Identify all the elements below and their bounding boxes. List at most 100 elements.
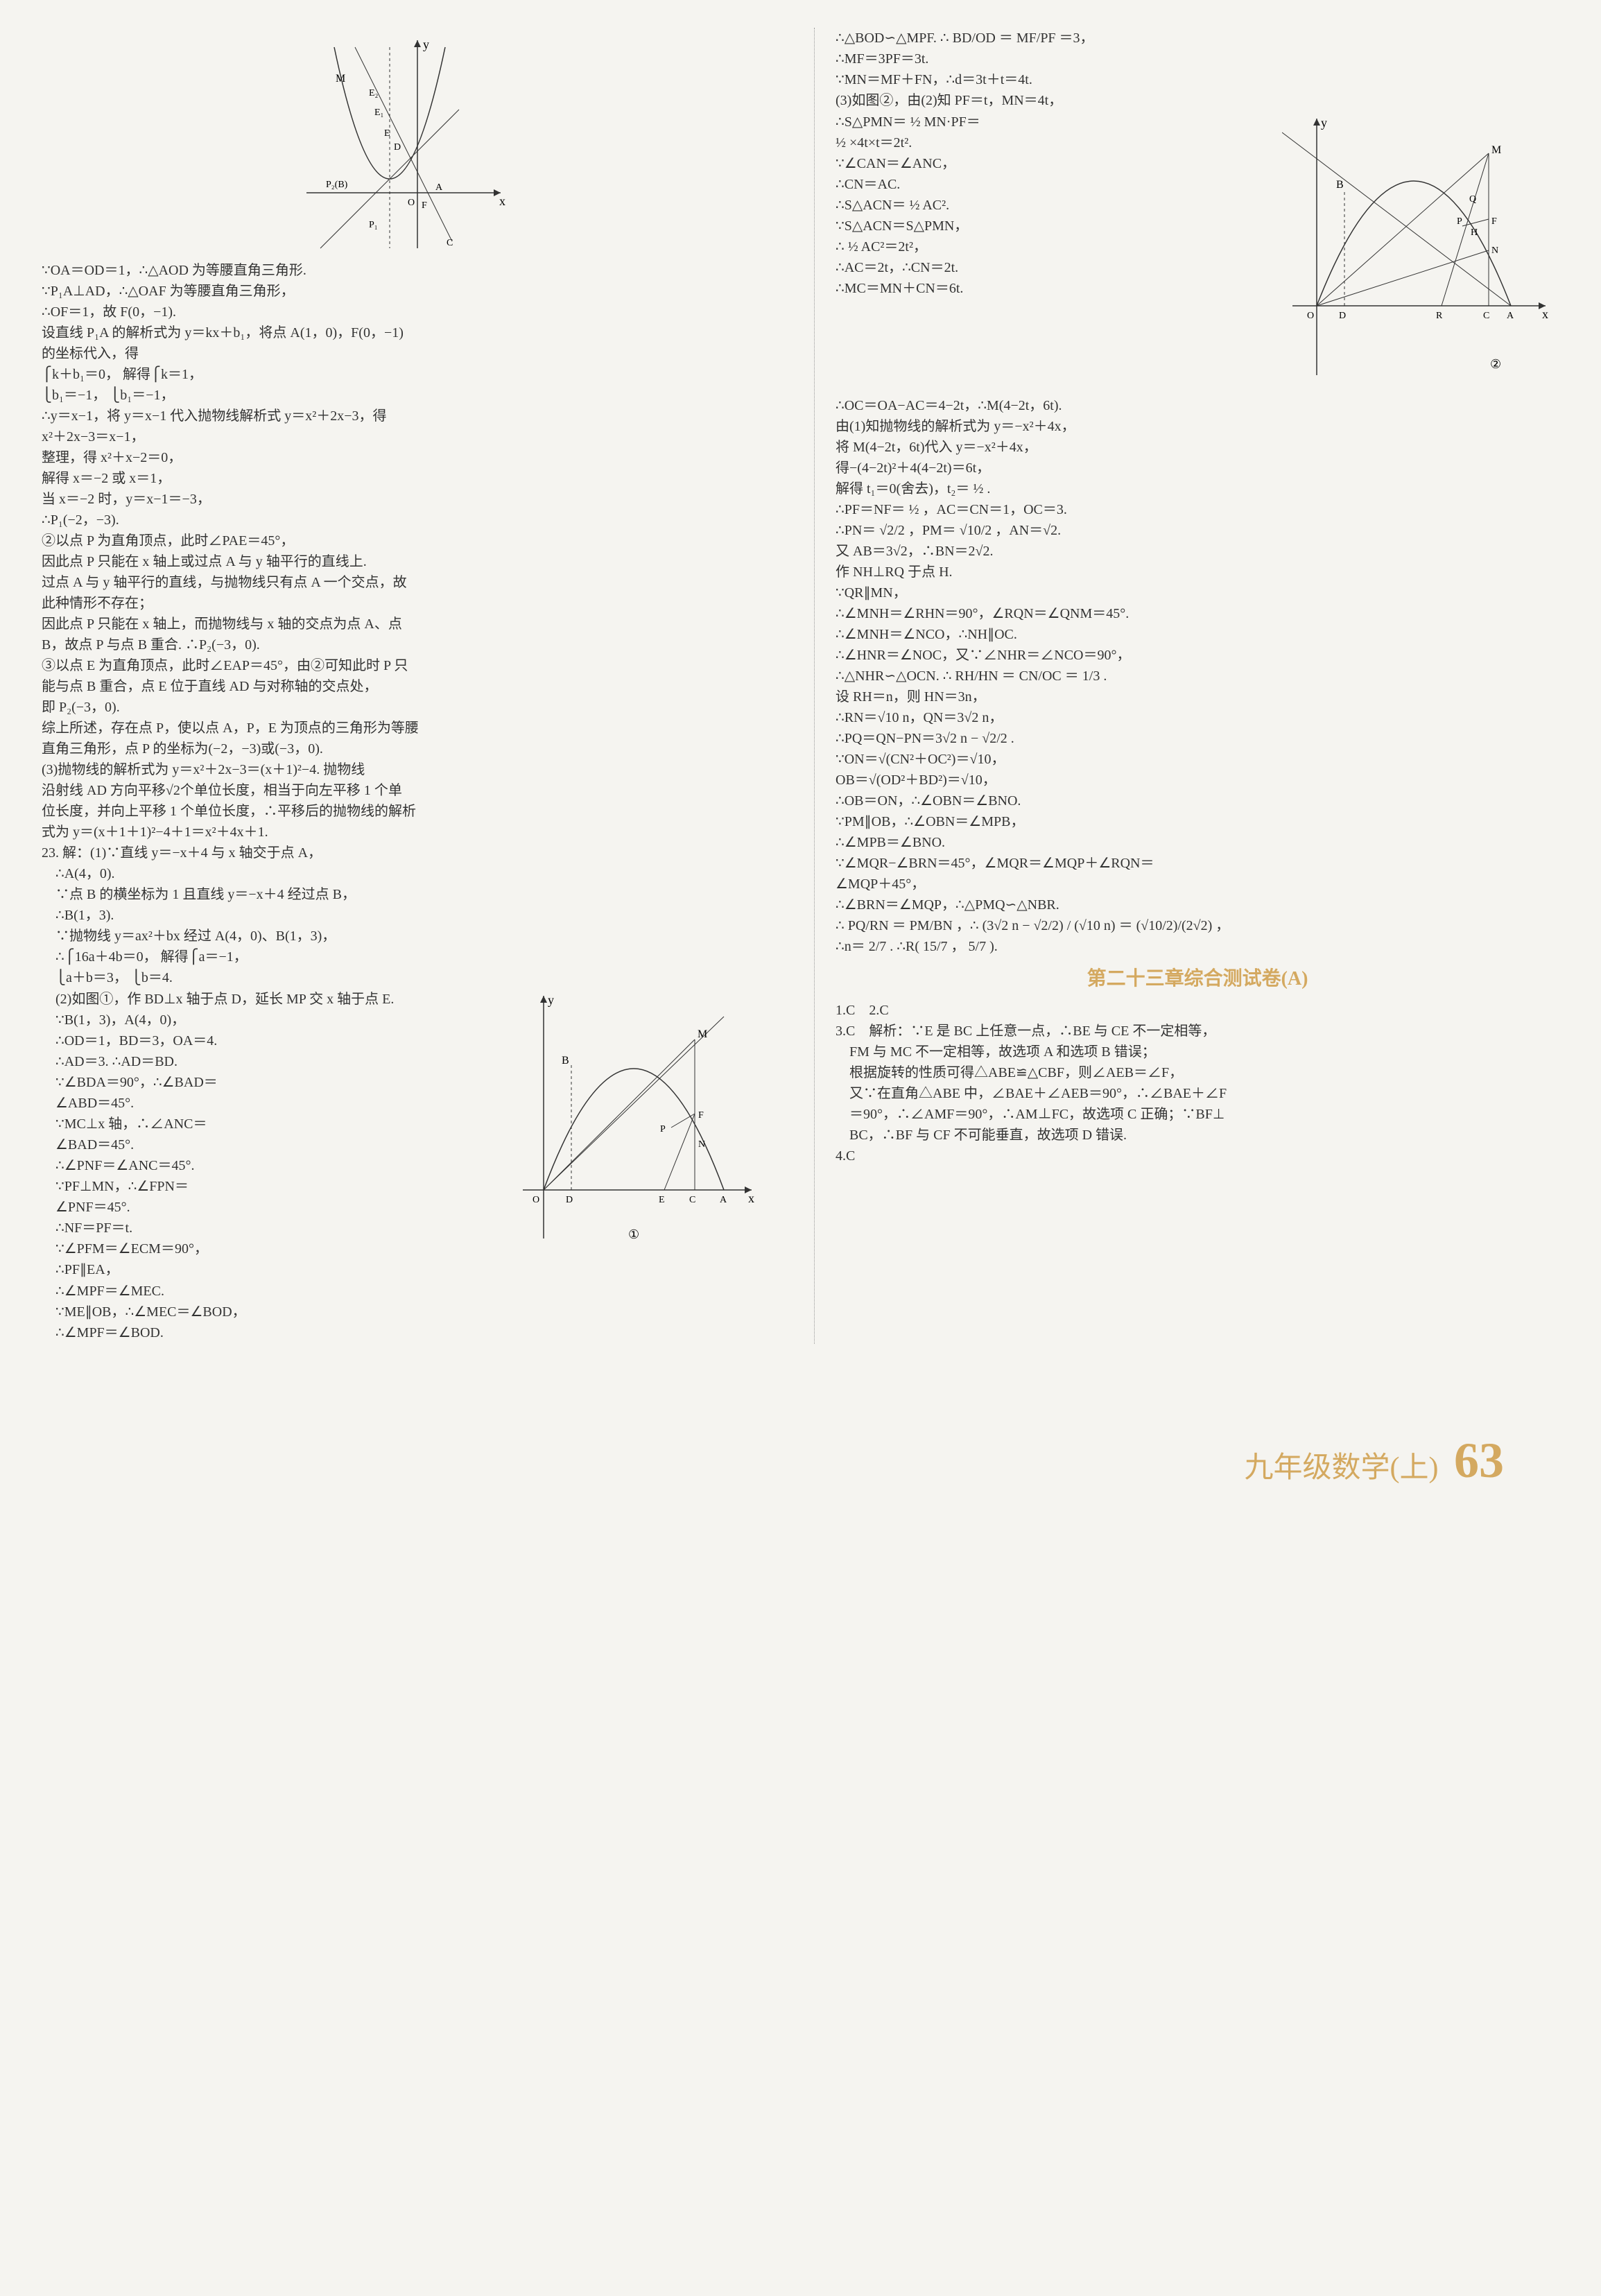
svg-text:R: R xyxy=(1436,311,1443,321)
svg-text:O: O xyxy=(1307,311,1314,321)
figure-3: y x B M Q P H F N O D R C A ② xyxy=(1282,112,1559,395)
text-line: ∴AD＝3. ∴AD＝BD. xyxy=(42,1052,509,1072)
text-line: ∴∠MNH＝∠RHN＝90°，∠RQN＝∠QNM＝45°. xyxy=(836,604,1559,624)
text-line: ∴△BOD∽△MPF. ∴ BD/OD ＝ MF/PF ＝3， xyxy=(836,28,1559,49)
text-line: FM 与 MC 不一定相等，故选项 A 和选项 B 错误； xyxy=(836,1042,1559,1062)
text-line: ∵MN＝MF＋FN，∴d＝3t＋t＝4t. xyxy=(836,70,1559,90)
text-line: ∴RN＝√10 n，QN＝3√2 n， xyxy=(836,708,1559,728)
svg-text:x: x xyxy=(748,1191,754,1205)
text-line: 作 NH⊥RQ 于点 H. xyxy=(836,562,1559,582)
figure-1: y x M E₂ E₁ E D O F A P₂(B) P₁ C xyxy=(42,33,765,255)
text-line: 沿射线 AD 方向平移√2个单位长度，相当于向左平移 1 个单 xyxy=(42,781,765,801)
text-line: 又∵在直角△ABE 中，∠BAE＋∠AEB＝90°，∴∠BAE＋∠F xyxy=(836,1084,1559,1104)
text-line: 能与点 B 重合，点 E 位于直线 AD 与对称轴的交点处， xyxy=(42,677,765,697)
text-line: ∴S△PMN＝ ½ MN·PF＝ xyxy=(836,112,1275,132)
text-line: (3)如图②，由(2)知 PF＝t，MN＝4t， xyxy=(836,91,1559,111)
text-line: ∵PF⊥MN，∴∠FPN＝ xyxy=(42,1177,509,1197)
text-line: ∵∠CAN＝∠ANC， xyxy=(836,154,1275,174)
text-line: 即 P₂(−3，0). xyxy=(42,698,765,718)
svg-text:B: B xyxy=(1336,179,1344,191)
figure-2: y x B M P F N O D E C A ① xyxy=(516,989,765,1259)
svg-text:B: B xyxy=(562,1055,569,1067)
svg-text:A: A xyxy=(720,1195,727,1205)
svg-text:E: E xyxy=(659,1195,665,1205)
chapter-heading: 第二十三章综合测试卷(A) xyxy=(836,965,1559,994)
text-line: 又 AB＝3√2，∴BN＝2√2. xyxy=(836,542,1559,562)
text-line: ∴⎧16a＋4b＝0， 解得⎧a＝−1， xyxy=(42,947,765,967)
footer-label: 九年级数学(上) xyxy=(1245,1452,1439,1484)
svg-text:E₂: E₂ xyxy=(369,88,379,98)
text-line: 解得 x＝−2 或 x＝1， xyxy=(42,469,765,489)
text-line: 23. 解：(1)∵直线 y＝−x＋4 与 x 轴交于点 A， xyxy=(42,843,765,863)
text-line: ∴MF＝3PF＝3t. xyxy=(836,49,1559,69)
text-line: ∵MC⊥x 轴，∴∠ANC＝ xyxy=(42,1114,509,1134)
text-line: ⎧k＋b₁＝0， 解得⎧k＝1， xyxy=(42,365,765,385)
svg-text:D: D xyxy=(394,142,401,153)
text-line: ∵点 B 的横坐标为 1 且直线 y＝−x＋4 经过点 B， xyxy=(42,885,765,905)
text-line: ∠ABD＝45°. xyxy=(42,1094,509,1114)
page-number: 63 xyxy=(1454,1433,1504,1488)
text-line: ∴PF∥EA， xyxy=(42,1260,509,1280)
text-line: ∵ON＝√(CN²＋OC²)＝√10， xyxy=(836,750,1559,770)
svg-text:A: A xyxy=(435,182,443,193)
svg-text:P₂(B): P₂(B) xyxy=(326,180,348,190)
text-line: ∴∠BRN＝∠MQP，∴△PMQ∽△NBR. xyxy=(836,895,1559,915)
text-line: ∴∠MPF＝∠BOD. xyxy=(42,1323,765,1343)
text-line: 4.C xyxy=(836,1146,1559,1166)
text-line: 根据旋转的性质可得△ABE≌△CBF，则∠AEB＝∠F， xyxy=(836,1063,1559,1083)
text-line: 位长度，并向上平移 1 个单位长度，∴平移后的抛物线的解析 xyxy=(42,802,765,822)
svg-text:O: O xyxy=(533,1195,539,1205)
svg-text:y: y xyxy=(1321,116,1327,130)
text-line: ∴∠MPB＝∠BNO. xyxy=(836,833,1559,853)
text-line: 得−(4−2t)²＋4(4−2t)＝6t， xyxy=(836,458,1559,478)
text-line: 过点 A 与 y 轴平行的直线，与抛物线只有点 A 一个交点，故 xyxy=(42,573,765,593)
svg-text:A: A xyxy=(1507,311,1514,321)
text-line: 因此点 P 只能在 x 轴上，而抛物线与 x 轴的交点为点 A、点 xyxy=(42,614,765,635)
svg-text:P₁: P₁ xyxy=(369,220,378,230)
text-line: 设直线 P₁A 的解析式为 y＝kx＋b₁，将点 A(1，0)，F(0，−1) xyxy=(42,323,765,343)
svg-text:H: H xyxy=(1471,227,1478,238)
svg-text:P: P xyxy=(1457,216,1462,227)
text-line: ②以点 P 为直角顶点，此时∠PAE＝45°， xyxy=(42,531,765,551)
text-line: ∵∠PFM＝∠ECM＝90°， xyxy=(42,1239,509,1259)
text-line: ∴n＝ 2/7 . ∴R( 15/7 ， 5/7 ). xyxy=(836,937,1559,957)
text-line: BC，∴BF 与 CF 不可能垂直，故选项 D 错误. xyxy=(836,1125,1559,1146)
text-line: ∴∠MPF＝∠MEC. xyxy=(42,1281,765,1302)
right-column: ∴△BOD∽△MPF. ∴ BD/OD ＝ MF/PF ＝3， ∴MF＝3PF＝… xyxy=(814,28,1559,1344)
text-line: (3)抛物线的解析式为 y＝x²＋2x−3＝(x＋1)²−4. 抛物线 xyxy=(42,760,765,780)
svg-text:D: D xyxy=(1339,311,1346,321)
text-line: 综上所述，存在点 P，使以点 A，P，E 为顶点的三角形为等腰 xyxy=(42,718,765,739)
text-line: ∴y＝x−1，将 y＝x−1 代入抛物线解析式 y＝x²＋2x−3，得 xyxy=(42,406,765,426)
svg-text:y: y xyxy=(548,993,554,1007)
svg-text:M: M xyxy=(698,1028,707,1040)
text-line: x²＋2x−3＝x−1， xyxy=(42,427,765,447)
text-line: ∵B(1，3)，A(4，0)， xyxy=(42,1010,509,1030)
svg-text:N: N xyxy=(1491,245,1498,256)
text-line: ∴CN＝AC. xyxy=(836,175,1275,195)
text-line: ∴OF＝1，故 F(0，−1). xyxy=(42,302,765,322)
text-line: 式为 y＝(x＋1＋1)²−4＋1＝x²＋4x＋1. xyxy=(42,822,765,843)
svg-text:C: C xyxy=(447,238,453,248)
text-line: ∴MC＝MN＋CN＝6t. xyxy=(836,279,1275,299)
text-line: ∠BAD＝45°. xyxy=(42,1135,509,1155)
text-line: ∵P₁A⊥AD，∴△OAF 为等腰直角三角形， xyxy=(42,282,765,302)
svg-text:E₁: E₁ xyxy=(374,107,383,118)
text-line: 将 M(4−2t，6t)代入 y＝−x²＋4x， xyxy=(836,438,1559,458)
text-line: (2)如图①，作 BD⊥x 轴于点 D，延长 MP 交 x 轴于点 E. xyxy=(42,990,509,1010)
text-line: 由(1)知抛物线的解析式为 y＝−x²＋4x， xyxy=(836,417,1559,437)
text-line: ∵QR∥MN， xyxy=(836,583,1559,603)
text-line: ∴AC＝2t，∴CN＝2t. xyxy=(836,258,1275,278)
text-line: ∵抛物线 y＝ax²＋bx 经过 A(4，0)、B(1，3)， xyxy=(42,926,765,947)
text-line: OB＝√(OD²＋BD²)＝√10， xyxy=(836,770,1559,791)
text-line: ∵ME∥OB，∴∠MEC＝∠BOD， xyxy=(42,1302,765,1322)
page-footer: 九年级数学(上) 63 xyxy=(1245,1424,1504,1496)
svg-text:②: ② xyxy=(1490,357,1501,371)
text-line: ∴OD＝1，BD＝3，OA＝4. xyxy=(42,1031,509,1051)
text-line: ∴∠PNF＝∠ANC＝45°. xyxy=(42,1156,509,1176)
text-line: 当 x＝−2 时，y＝x−1＝−3， xyxy=(42,490,765,510)
text-line: ∠MQP＋45°， xyxy=(836,874,1559,895)
text-line: ∴NF＝PF＝t. xyxy=(42,1218,509,1238)
text-line: ∴P₁(−2，−3). xyxy=(42,510,765,530)
text-line: ∴PQ＝QN−PN＝3√2 n − √2/2 . xyxy=(836,729,1559,749)
text-line: ½ ×4t×t＝2t². xyxy=(836,133,1275,153)
